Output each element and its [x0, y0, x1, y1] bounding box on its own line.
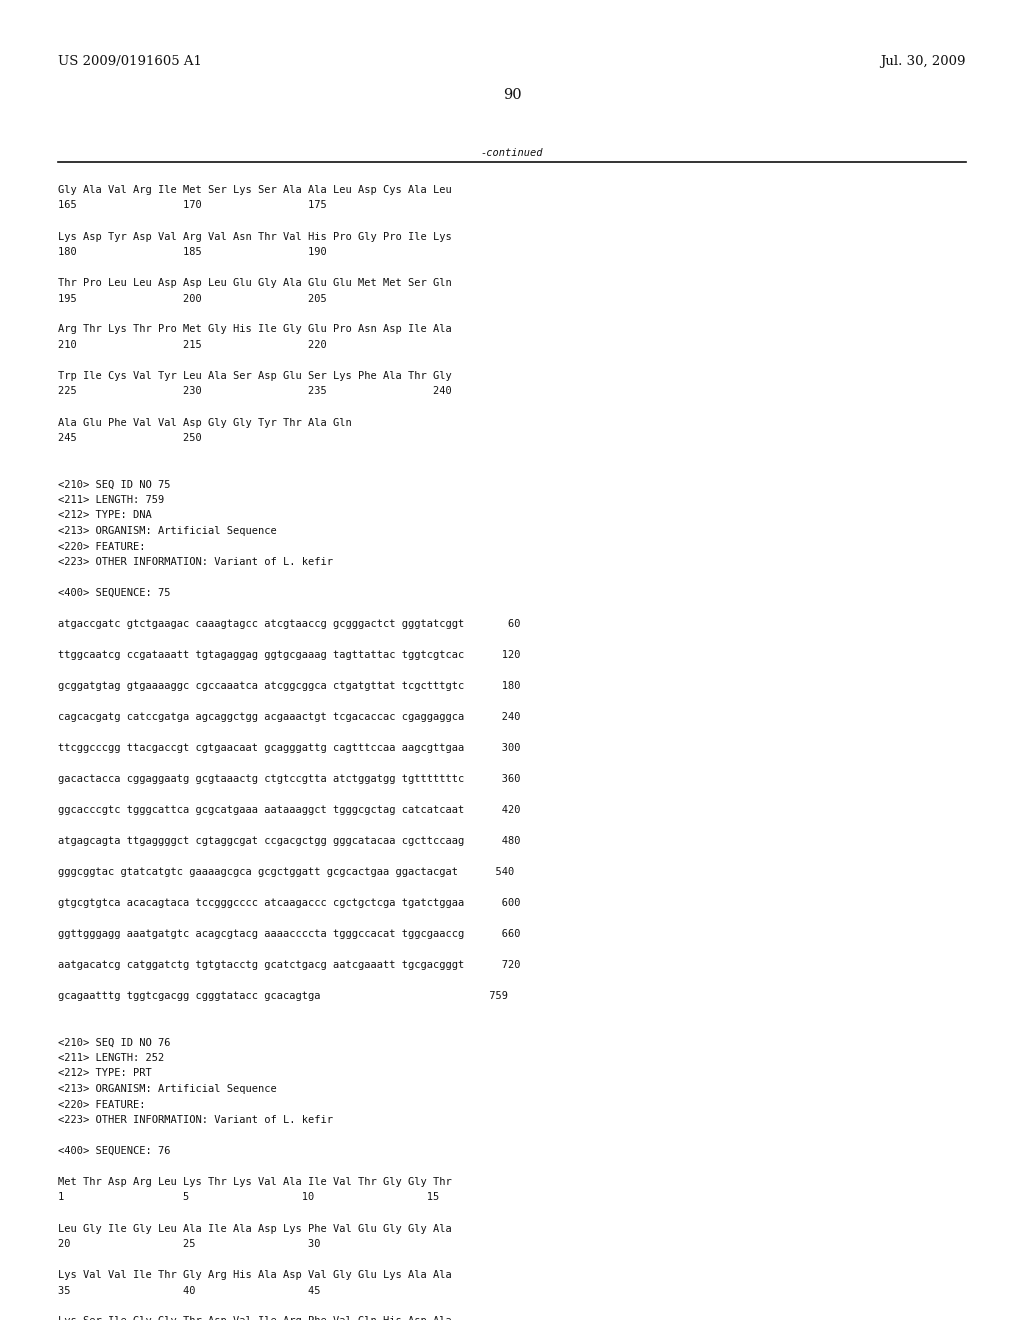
Text: <223> OTHER INFORMATION: Variant of L. kefir: <223> OTHER INFORMATION: Variant of L. k… — [58, 1115, 333, 1125]
Text: atgagcagta ttgaggggct cgtaggcgat ccgacgctgg gggcatacaa cgcttccaag      480: atgagcagta ttgaggggct cgtaggcgat ccgacgc… — [58, 836, 520, 846]
Text: <220> FEATURE:: <220> FEATURE: — [58, 1100, 145, 1110]
Text: Lys Ser Ile Gly Gly Thr Asp Val Ile Arg Phe Val Gln His Asp Ala: Lys Ser Ile Gly Gly Thr Asp Val Ile Arg … — [58, 1316, 452, 1320]
Text: gcagaatttg tggtcgacgg cgggtatacc gcacagtga                           759: gcagaatttg tggtcgacgg cgggtatacc gcacagt… — [58, 991, 508, 1001]
Text: Trp Ile Cys Val Tyr Leu Ala Ser Asp Glu Ser Lys Phe Ala Thr Gly: Trp Ile Cys Val Tyr Leu Ala Ser Asp Glu … — [58, 371, 452, 381]
Text: <211> LENGTH: 759: <211> LENGTH: 759 — [58, 495, 164, 506]
Text: aatgacatcg catggatctg tgtgtacctg gcatctgacg aatcgaaatt tgcgacgggt      720: aatgacatcg catggatctg tgtgtacctg gcatctg… — [58, 960, 520, 970]
Text: gtgcgtgtca acacagtaca tccgggcccc atcaagaccc cgctgctcga tgatctggaa      600: gtgcgtgtca acacagtaca tccgggcccc atcaaga… — [58, 898, 520, 908]
Text: 165                 170                 175: 165 170 175 — [58, 201, 327, 210]
Text: gggcggtac gtatcatgtc gaaaagcgca gcgctggatt gcgcactgaa ggactacgat      540: gggcggtac gtatcatgtc gaaaagcgca gcgctgga… — [58, 867, 514, 876]
Text: atgaccgatc gtctgaagac caaagtagcc atcgtaaccg gcgggactct gggtatcggt       60: atgaccgatc gtctgaagac caaagtagcc atcgtaa… — [58, 619, 520, 630]
Text: 225                 230                 235                 240: 225 230 235 240 — [58, 387, 452, 396]
Text: Gly Ala Val Arg Ile Met Ser Lys Ser Ala Ala Leu Asp Cys Ala Leu: Gly Ala Val Arg Ile Met Ser Lys Ser Ala … — [58, 185, 452, 195]
Text: Met Thr Asp Arg Leu Lys Thr Lys Val Ala Ile Val Thr Gly Gly Thr: Met Thr Asp Arg Leu Lys Thr Lys Val Ala … — [58, 1177, 452, 1187]
Text: <213> ORGANISM: Artificial Sequence: <213> ORGANISM: Artificial Sequence — [58, 1084, 276, 1094]
Text: <212> TYPE: PRT: <212> TYPE: PRT — [58, 1068, 152, 1078]
Text: <210> SEQ ID NO 75: <210> SEQ ID NO 75 — [58, 479, 171, 490]
Text: 195                 200                 205: 195 200 205 — [58, 293, 327, 304]
Text: gacactacca cggaggaatg gcgtaaactg ctgtccgtta atctggatgg tgtttttttc      360: gacactacca cggaggaatg gcgtaaactg ctgtccg… — [58, 774, 520, 784]
Text: 210                 215                 220: 210 215 220 — [58, 341, 327, 350]
Text: <400> SEQUENCE: 75: <400> SEQUENCE: 75 — [58, 587, 171, 598]
Text: cagcacgatg catccgatga agcaggctgg acgaaactgt tcgacaccac cgaggaggca      240: cagcacgatg catccgatga agcaggctgg acgaaac… — [58, 711, 520, 722]
Text: <211> LENGTH: 252: <211> LENGTH: 252 — [58, 1053, 164, 1063]
Text: Lys Val Val Ile Thr Gly Arg His Ala Asp Val Gly Glu Lys Ala Ala: Lys Val Val Ile Thr Gly Arg His Ala Asp … — [58, 1270, 452, 1280]
Text: 180                 185                 190: 180 185 190 — [58, 247, 327, 257]
Text: Ala Glu Phe Val Val Asp Gly Gly Tyr Thr Ala Gln: Ala Glu Phe Val Val Asp Gly Gly Tyr Thr … — [58, 417, 352, 428]
Text: Jul. 30, 2009: Jul. 30, 2009 — [881, 55, 966, 69]
Text: ggttgggagg aaatgatgtc acagcgtacg aaaaccccta tgggccacat tggcgaaccg      660: ggttgggagg aaatgatgtc acagcgtacg aaaaccc… — [58, 929, 520, 939]
Text: Thr Pro Leu Leu Asp Asp Leu Glu Gly Ala Glu Glu Met Met Ser Gln: Thr Pro Leu Leu Asp Asp Leu Glu Gly Ala … — [58, 279, 452, 288]
Text: ggcacccgtc tgggcattca gcgcatgaaa aataaaggct tgggcgctag catcatcaat      420: ggcacccgtc tgggcattca gcgcatgaaa aataaag… — [58, 805, 520, 814]
Text: -continued: -continued — [480, 148, 544, 158]
Text: 1                   5                  10                  15: 1 5 10 15 — [58, 1192, 439, 1203]
Text: 20                  25                  30: 20 25 30 — [58, 1239, 321, 1249]
Text: gcggatgtag gtgaaaaggc cgccaaatca atcggcggca ctgatgttat tcgctttgtc      180: gcggatgtag gtgaaaaggc cgccaaatca atcggcg… — [58, 681, 520, 690]
Text: <212> TYPE: DNA: <212> TYPE: DNA — [58, 511, 152, 520]
Text: Arg Thr Lys Thr Pro Met Gly His Ile Gly Glu Pro Asn Asp Ile Ala: Arg Thr Lys Thr Pro Met Gly His Ile Gly … — [58, 325, 452, 334]
Text: Leu Gly Ile Gly Leu Ala Ile Ala Asp Lys Phe Val Glu Gly Gly Ala: Leu Gly Ile Gly Leu Ala Ile Ala Asp Lys … — [58, 1224, 452, 1233]
Text: <213> ORGANISM: Artificial Sequence: <213> ORGANISM: Artificial Sequence — [58, 525, 276, 536]
Text: ttggcaatcg ccgataaatt tgtagaggag ggtgcgaaag tagttattac tggtcgtcac      120: ttggcaatcg ccgataaatt tgtagaggag ggtgcga… — [58, 649, 520, 660]
Text: <210> SEQ ID NO 76: <210> SEQ ID NO 76 — [58, 1038, 171, 1048]
Text: Lys Asp Tyr Asp Val Arg Val Asn Thr Val His Pro Gly Pro Ile Lys: Lys Asp Tyr Asp Val Arg Val Asn Thr Val … — [58, 231, 452, 242]
Text: <220> FEATURE:: <220> FEATURE: — [58, 541, 145, 552]
Text: 35                  40                  45: 35 40 45 — [58, 1286, 321, 1295]
Text: ttcggcccgg ttacgaccgt cgtgaacaat gcagggattg cagtttccaa aagcgttgaa      300: ttcggcccgg ttacgaccgt cgtgaacaat gcaggga… — [58, 743, 520, 752]
Text: <223> OTHER INFORMATION: Variant of L. kefir: <223> OTHER INFORMATION: Variant of L. k… — [58, 557, 333, 568]
Text: <400> SEQUENCE: 76: <400> SEQUENCE: 76 — [58, 1146, 171, 1156]
Text: US 2009/0191605 A1: US 2009/0191605 A1 — [58, 55, 202, 69]
Text: 245                 250: 245 250 — [58, 433, 202, 444]
Text: 90: 90 — [503, 88, 521, 102]
